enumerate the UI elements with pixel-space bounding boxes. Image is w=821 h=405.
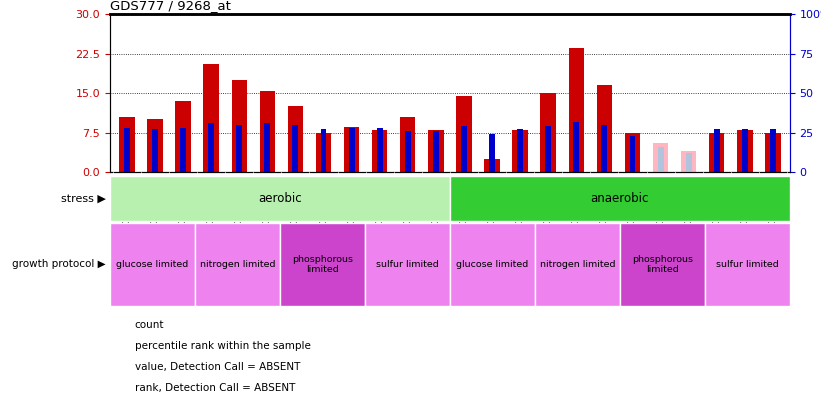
Bar [489,134,495,172]
Bar [737,130,753,172]
Text: GDS777 / 9268_at: GDS777 / 9268_at [110,0,231,12]
Bar [264,123,270,172]
Text: aerobic: aerobic [258,192,302,205]
Bar [176,101,190,172]
Bar [620,223,705,306]
Bar [110,176,450,221]
Bar [428,130,443,172]
Bar [742,130,748,172]
Bar [535,223,620,306]
Text: sulfur limited: sulfur limited [716,260,778,269]
Bar [152,130,158,172]
Bar [602,125,608,172]
Text: phosphorous
limited: phosphorous limited [292,255,353,274]
Bar [709,133,724,172]
Bar [681,151,696,172]
Bar [704,223,790,306]
Bar [461,126,467,172]
Text: nitrogen limited: nitrogen limited [200,260,275,269]
Text: rank, Detection Call = ABSENT: rank, Detection Call = ABSENT [135,383,295,393]
Bar [450,223,535,306]
Bar [372,130,388,172]
Text: nitrogen limited: nitrogen limited [539,260,615,269]
Bar [195,223,280,306]
Bar [653,143,668,172]
Bar [569,49,584,172]
Text: value, Detection Call = ABSENT: value, Detection Call = ABSENT [135,362,300,372]
Bar [320,130,327,172]
Bar [770,130,776,172]
Text: count: count [135,320,164,330]
Bar [405,131,410,172]
Bar [124,128,130,172]
Bar [713,130,720,172]
Bar [686,153,691,172]
Bar [209,123,214,172]
Bar [232,80,247,172]
Bar [512,130,528,172]
Bar [292,125,298,172]
Bar [450,176,790,221]
Bar [765,133,781,172]
Bar [204,64,219,172]
Bar [344,127,360,172]
Bar [180,128,186,172]
Text: percentile rank within the sample: percentile rank within the sample [135,341,310,351]
Bar [147,119,163,172]
Bar [456,96,472,172]
Bar [377,128,383,172]
Bar [658,147,663,172]
Bar [433,131,438,172]
Text: phosphorous
limited: phosphorous limited [632,255,693,274]
Bar [119,117,135,172]
Bar [545,126,551,172]
Bar [259,91,275,172]
Bar [573,122,580,172]
Bar [280,223,365,306]
Bar [597,85,612,172]
Bar [287,107,303,172]
Text: growth protocol ▶: growth protocol ▶ [12,259,106,269]
Bar [110,223,195,306]
Bar [316,133,331,172]
Bar [625,133,640,172]
Bar [365,223,450,306]
Text: glucose limited: glucose limited [117,260,189,269]
Bar [540,93,556,172]
Text: anaerobic: anaerobic [590,192,649,205]
Text: stress ▶: stress ▶ [61,194,106,203]
Bar [630,136,635,172]
Bar [517,130,523,172]
Bar [236,125,242,172]
Text: glucose limited: glucose limited [456,260,529,269]
Bar [484,159,500,172]
Bar [349,128,355,172]
Bar [400,117,415,172]
Text: sulfur limited: sulfur limited [376,260,438,269]
